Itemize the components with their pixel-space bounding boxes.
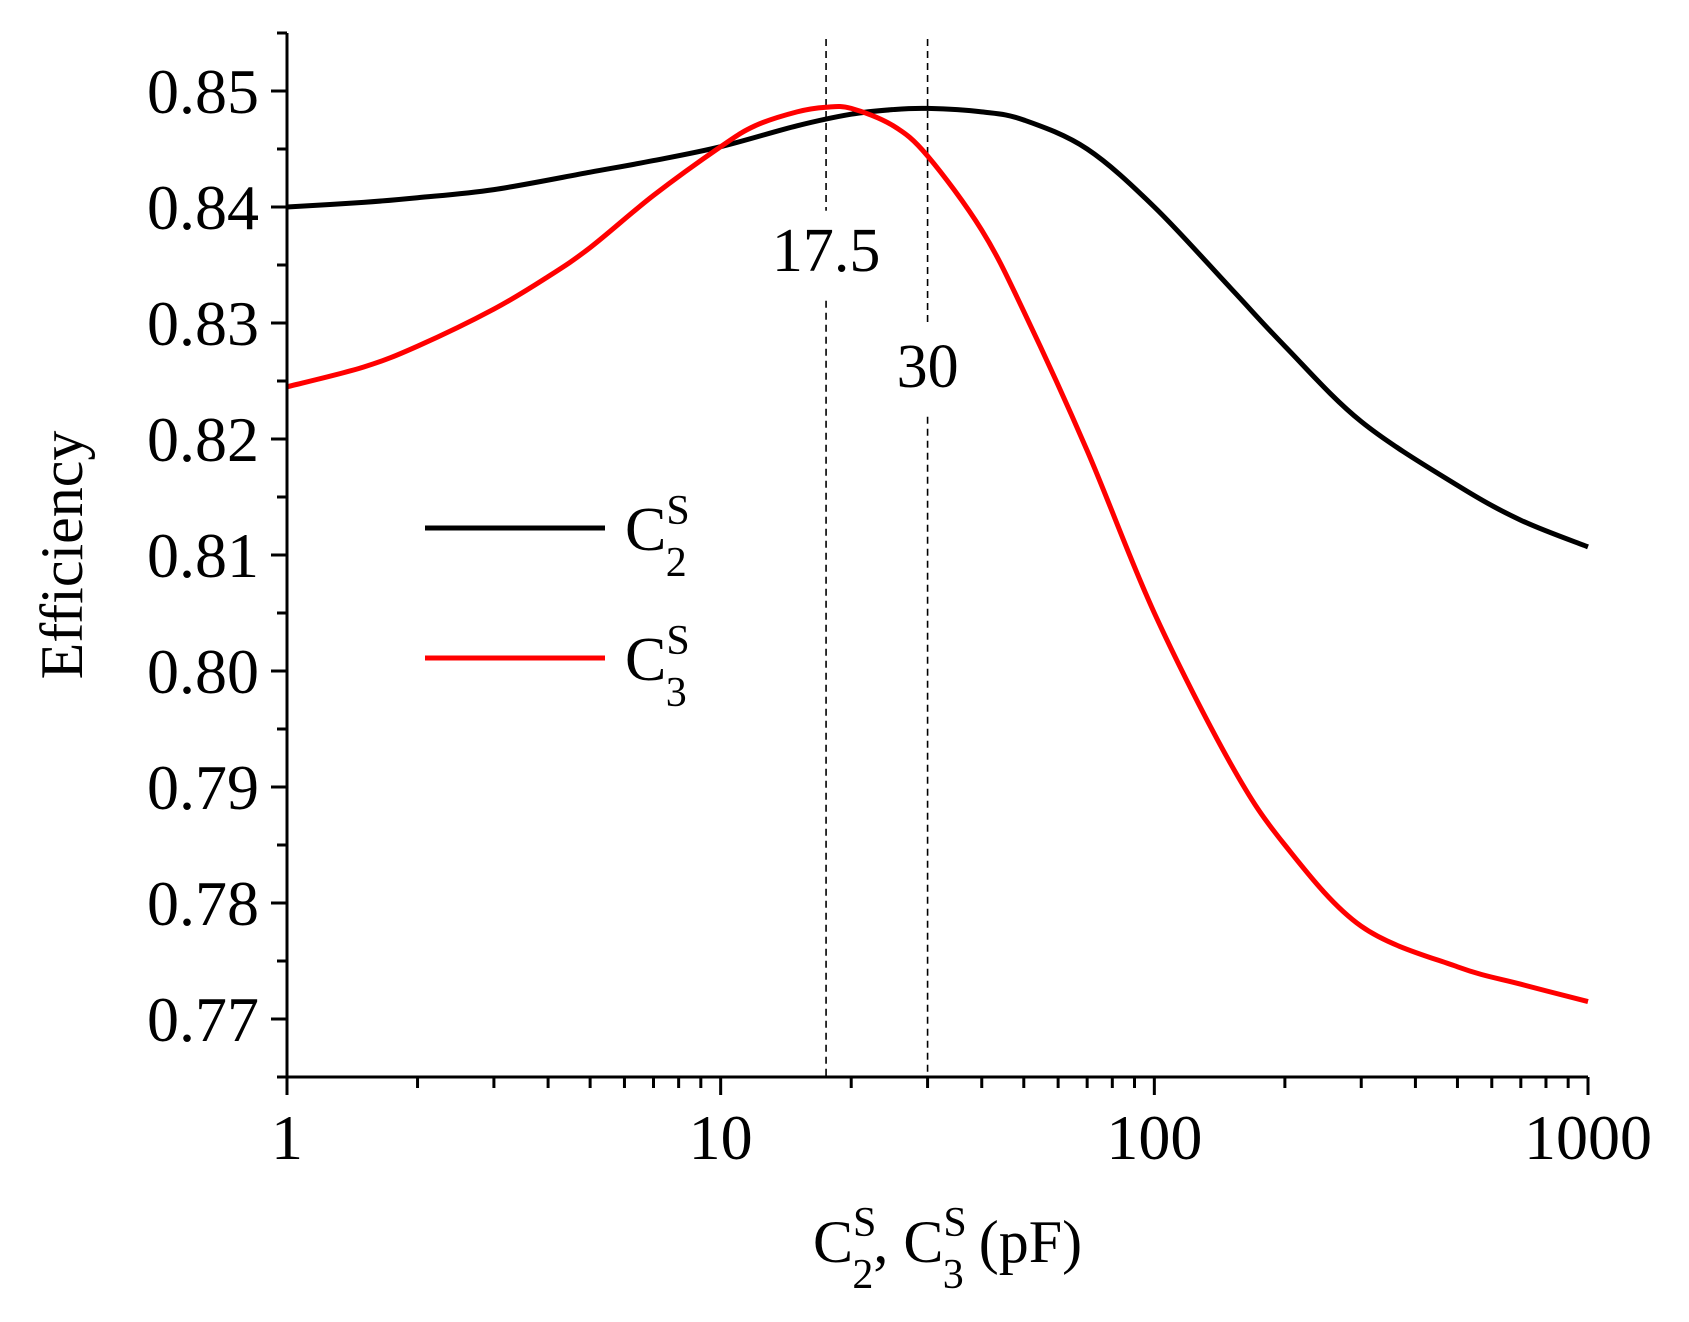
y-tick-label: 0.79 <box>147 752 259 823</box>
y-tick-label: 0.78 <box>147 868 259 939</box>
series-line-c3s <box>286 103 1589 1005</box>
legend: CS2​ CS3​ <box>425 488 690 716</box>
axes: 0.77 0.78 0.79 0.80 0.81 0.82 0.83 0.84 0.85 1 10 1… <box>29 31 1652 1298</box>
x-tick-label: 1000 <box>1524 1102 1652 1173</box>
annotation-lines: 17.530 <box>772 39 959 1077</box>
x-tick-label: 100 <box>1106 1102 1202 1173</box>
y-tick-label: 0.80 <box>147 636 259 707</box>
y-tick-label: 0.85 <box>147 56 259 127</box>
legend-label-c3s: CS3​ <box>625 618 690 716</box>
x-axis-title: CS2​, CS3​ (pF) <box>813 1200 1082 1298</box>
y-tick-label: 0.82 <box>147 404 259 475</box>
y-axis-title: Efficiency <box>29 431 95 680</box>
legend-label-c2s: CS2​ <box>625 488 690 586</box>
y-tick-label: 0.77 <box>147 984 259 1055</box>
x-tick-label: 10 <box>689 1102 753 1173</box>
y-tick-label: 0.81 <box>147 520 259 591</box>
annotation-label: 17.5 <box>772 217 881 285</box>
annotation-label: 30 <box>897 333 959 401</box>
y-tick-label: 0.84 <box>147 172 259 243</box>
series-layer <box>286 103 1589 1005</box>
series-line-c2s <box>286 105 1589 550</box>
x-tick-label: 1 <box>271 1102 303 1173</box>
y-tick-label: 0.83 <box>147 288 259 359</box>
